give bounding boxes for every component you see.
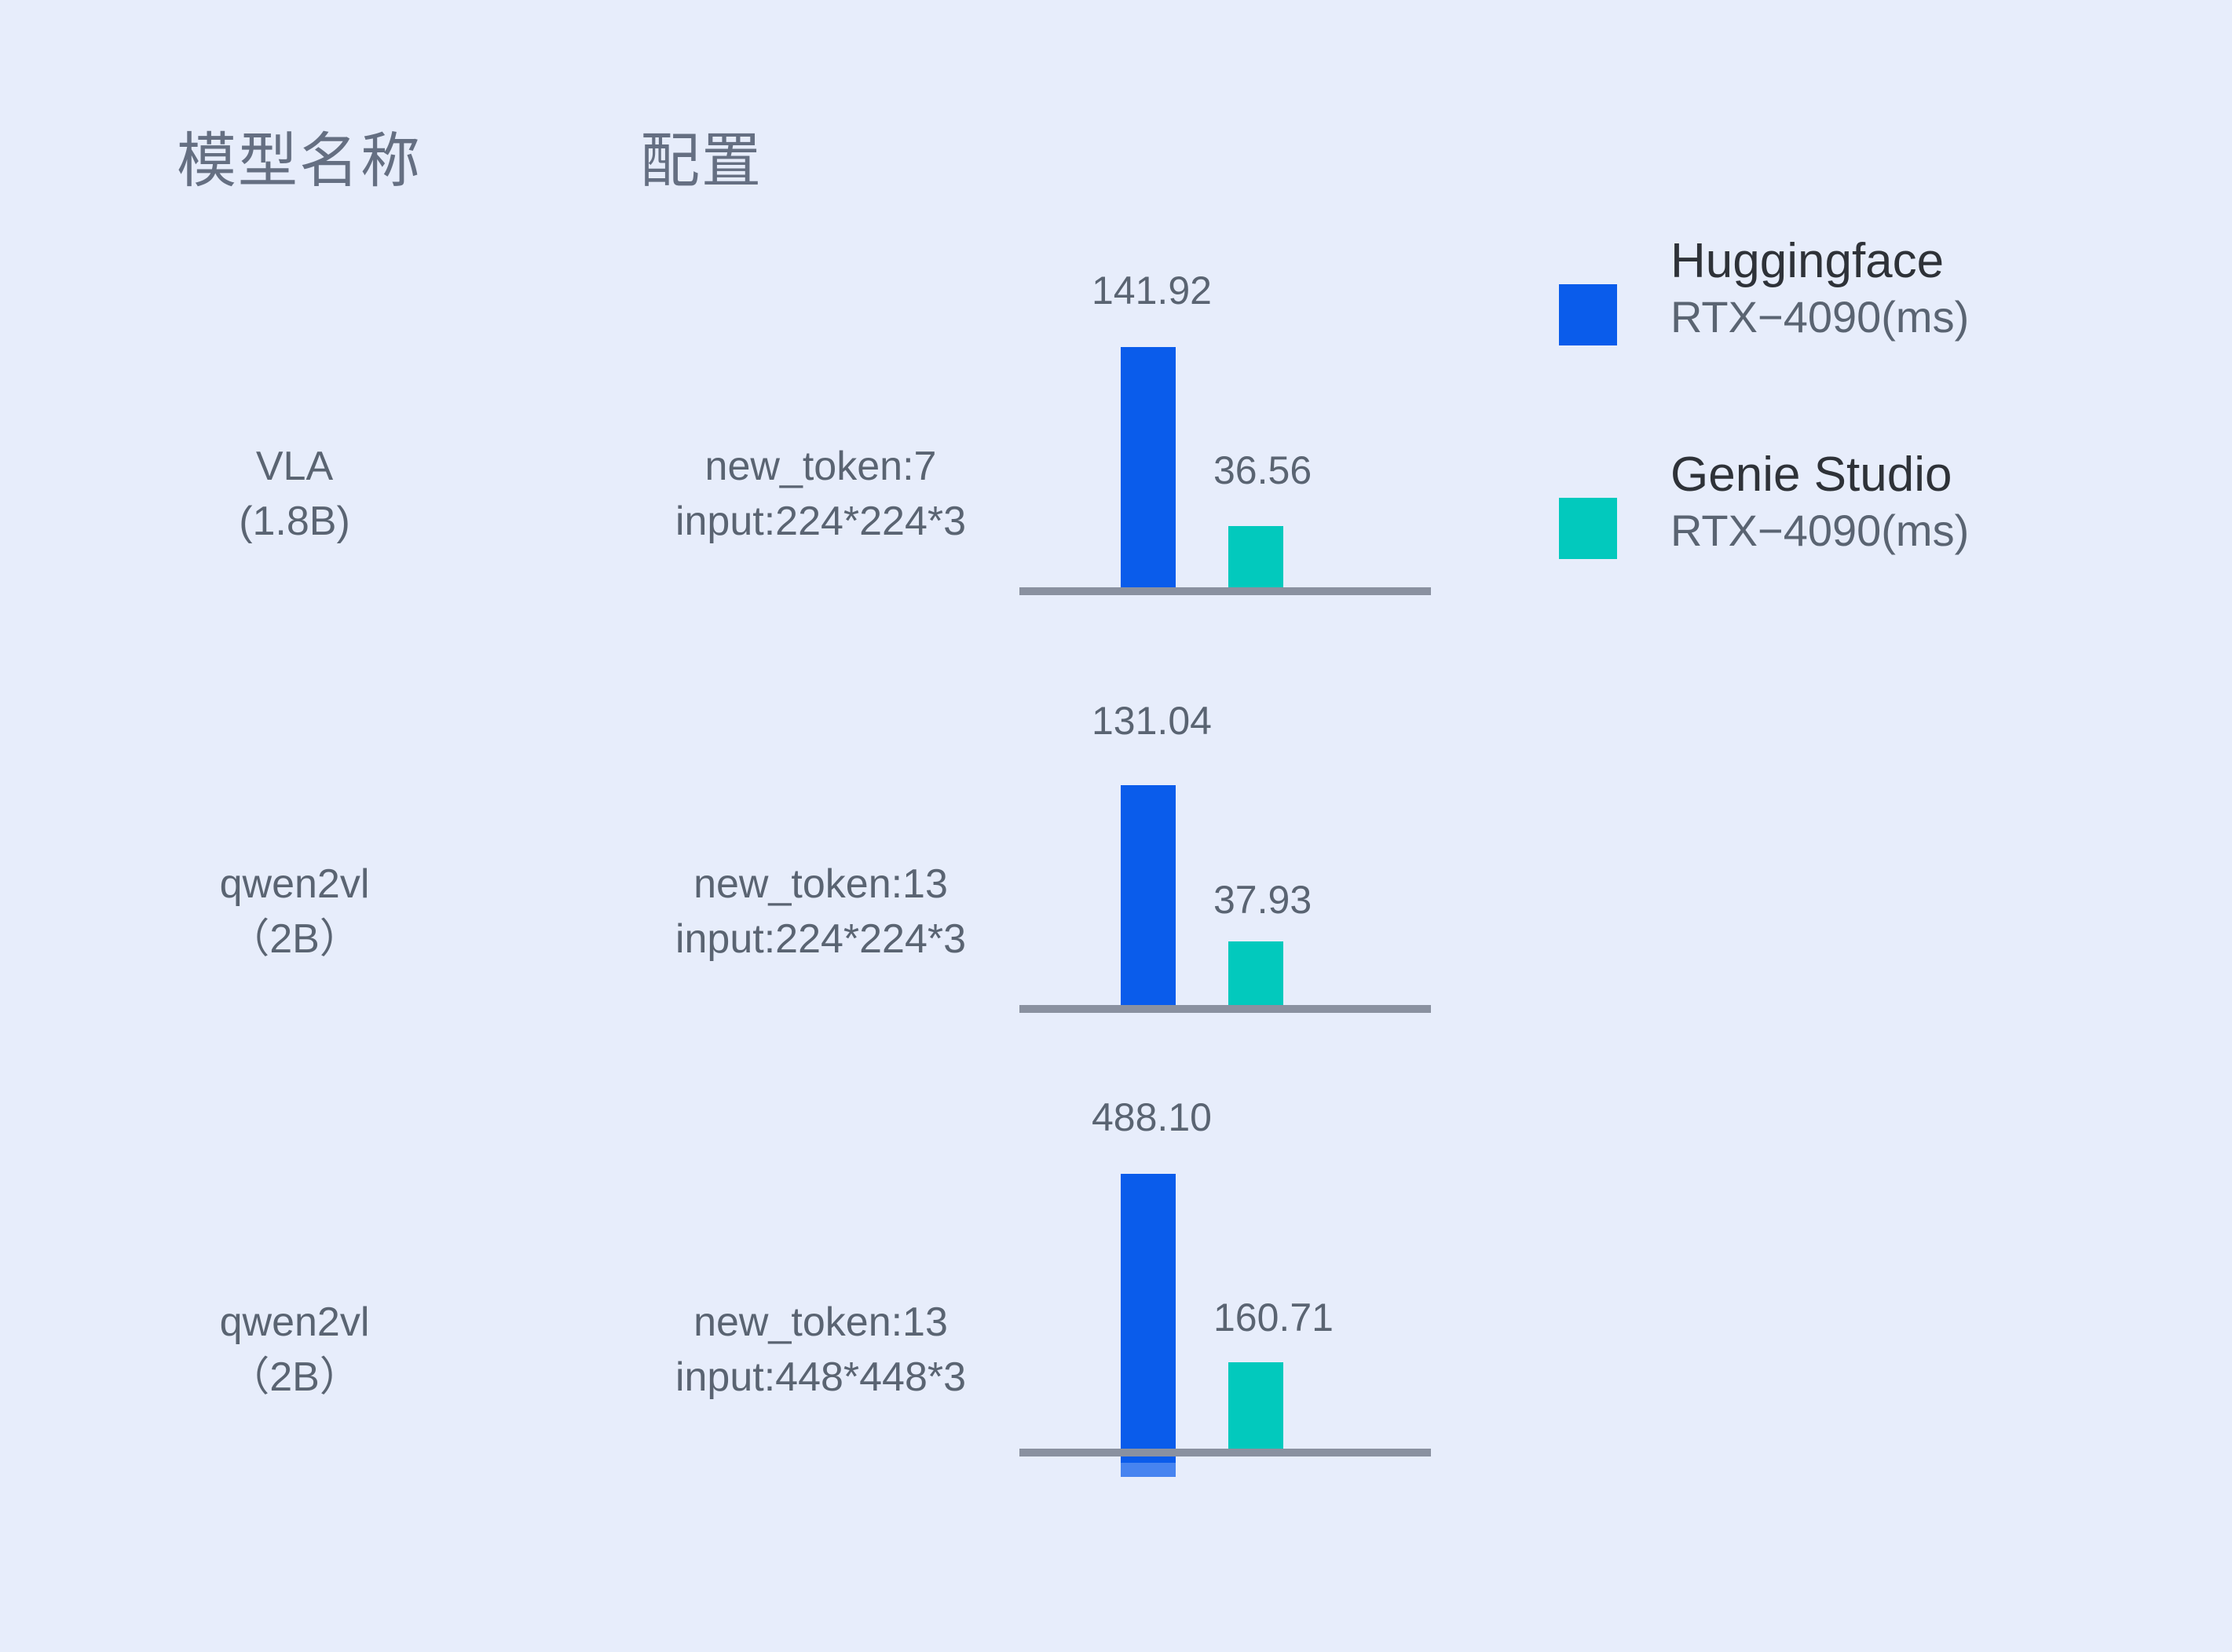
cell-config: new_token:13 input:224*224*3 [483,857,1158,967]
bar-value-label-huggingface: 131.04 [1092,699,1212,743]
config-input-line: input:224*224*3 [675,916,967,962]
table-row: qwen2vl （2B） new_token:13 input:448*448*… [0,1296,2232,1625]
legend-text-genie: Genie Studio RTX−4090(ms) [1670,448,2181,560]
table-row: VLA (1.8B) new_token:7 input:224*224*3 [0,440,2232,769]
model-name-line: VLA [255,444,334,489]
cell-config: new_token:7 input:224*224*3 [483,440,1158,549]
bar-genie [1228,526,1283,587]
axis-baseline [1019,1005,1431,1013]
config-new-token-line: new_token:13 [693,861,948,907]
config-input-line: input:448*448*3 [675,1354,967,1400]
axis-baseline [1019,1449,1431,1456]
column-header-model-name: 模型名称 [177,128,422,195]
bar-genie [1228,1362,1283,1449]
table-row: qwen2vl （2B） new_token:13 input:224*224*… [0,857,2232,1187]
bar-huggingface [1121,347,1176,587]
bar-huggingface [1121,1174,1176,1463]
cell-config: new_token:13 input:448*448*3 [483,1296,1158,1405]
bar-genie [1228,941,1283,1005]
model-name-line: qwen2vl [219,1299,370,1345]
legend-label-sub: RTX−4090(ms) [1670,505,1970,555]
column-header-config: 配置 [640,128,763,195]
bar-value-label-huggingface: 141.92 [1092,269,1212,312]
legend-label-name: Genie Studio [1670,448,1952,502]
config-input-line: input:224*224*3 [675,498,967,544]
bar-huggingface [1121,785,1176,1005]
bar-value-label-genie: 36.56 [1213,448,1312,492]
cell-model-name: VLA (1.8B) [122,440,467,549]
bar-value-label-genie: 160.71 [1213,1296,1334,1340]
legend-swatch-icon-huggingface [1559,284,1617,345]
cell-model-name: qwen2vl （2B） [122,857,467,967]
bar-value-label-genie: 37.93 [1213,878,1312,922]
model-size-line: （2B） [229,916,360,962]
config-new-token-line: new_token:7 [704,444,937,489]
model-name-line: qwen2vl [219,861,370,907]
model-size-line: (1.8B) [239,498,350,544]
config-new-token-line: new_token:13 [693,1299,948,1345]
bar-value-label-huggingface: 488.10 [1092,1095,1212,1139]
axis-baseline [1019,587,1431,595]
model-size-line: （2B） [229,1354,360,1400]
legend-item-huggingface[interactable]: Huggingface RTX−4090(ms) [1551,234,2195,393]
legend-swatch-icon-genie [1559,498,1617,559]
legend-label-name: Huggingface [1670,234,1945,288]
legend-text-huggingface: Huggingface RTX−4090(ms) [1670,234,2181,346]
cell-model-name: qwen2vl （2B） [122,1296,467,1405]
legend-label-sub: RTX−4090(ms) [1670,291,1970,342]
legend-item-genie-studio[interactable]: Genie Studio RTX−4090(ms) [1551,448,2195,606]
